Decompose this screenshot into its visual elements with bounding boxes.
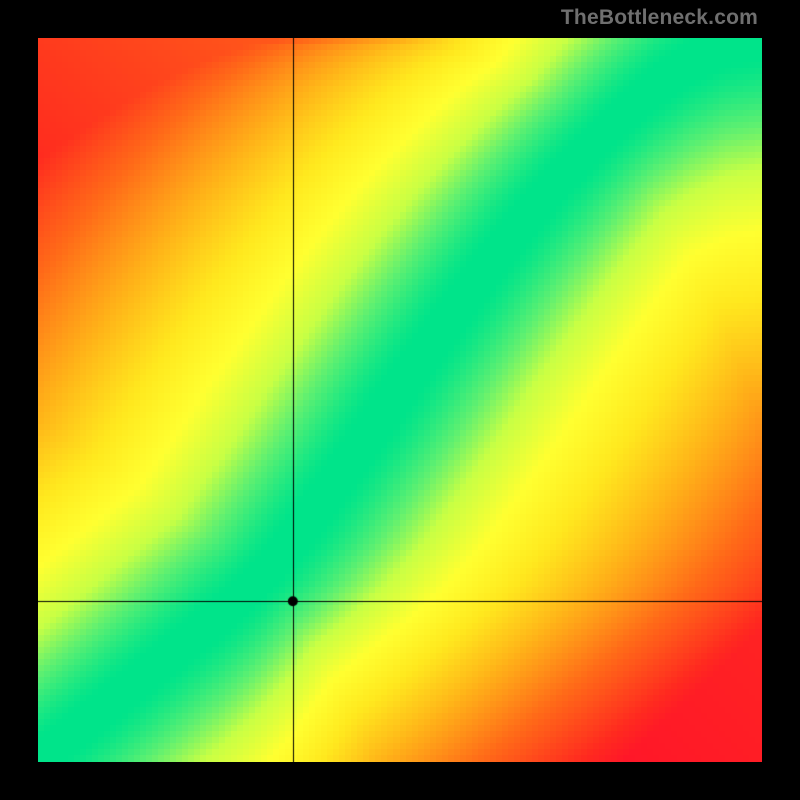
chart-frame: TheBottleneck.com — [0, 0, 800, 800]
crosshair-overlay — [38, 38, 762, 762]
watermark-text: TheBottleneck.com — [561, 6, 758, 30]
